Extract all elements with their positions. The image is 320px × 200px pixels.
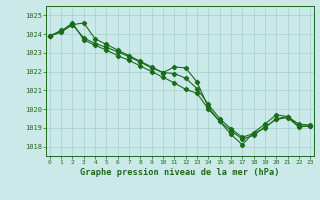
X-axis label: Graphe pression niveau de la mer (hPa): Graphe pression niveau de la mer (hPa)	[80, 168, 280, 177]
